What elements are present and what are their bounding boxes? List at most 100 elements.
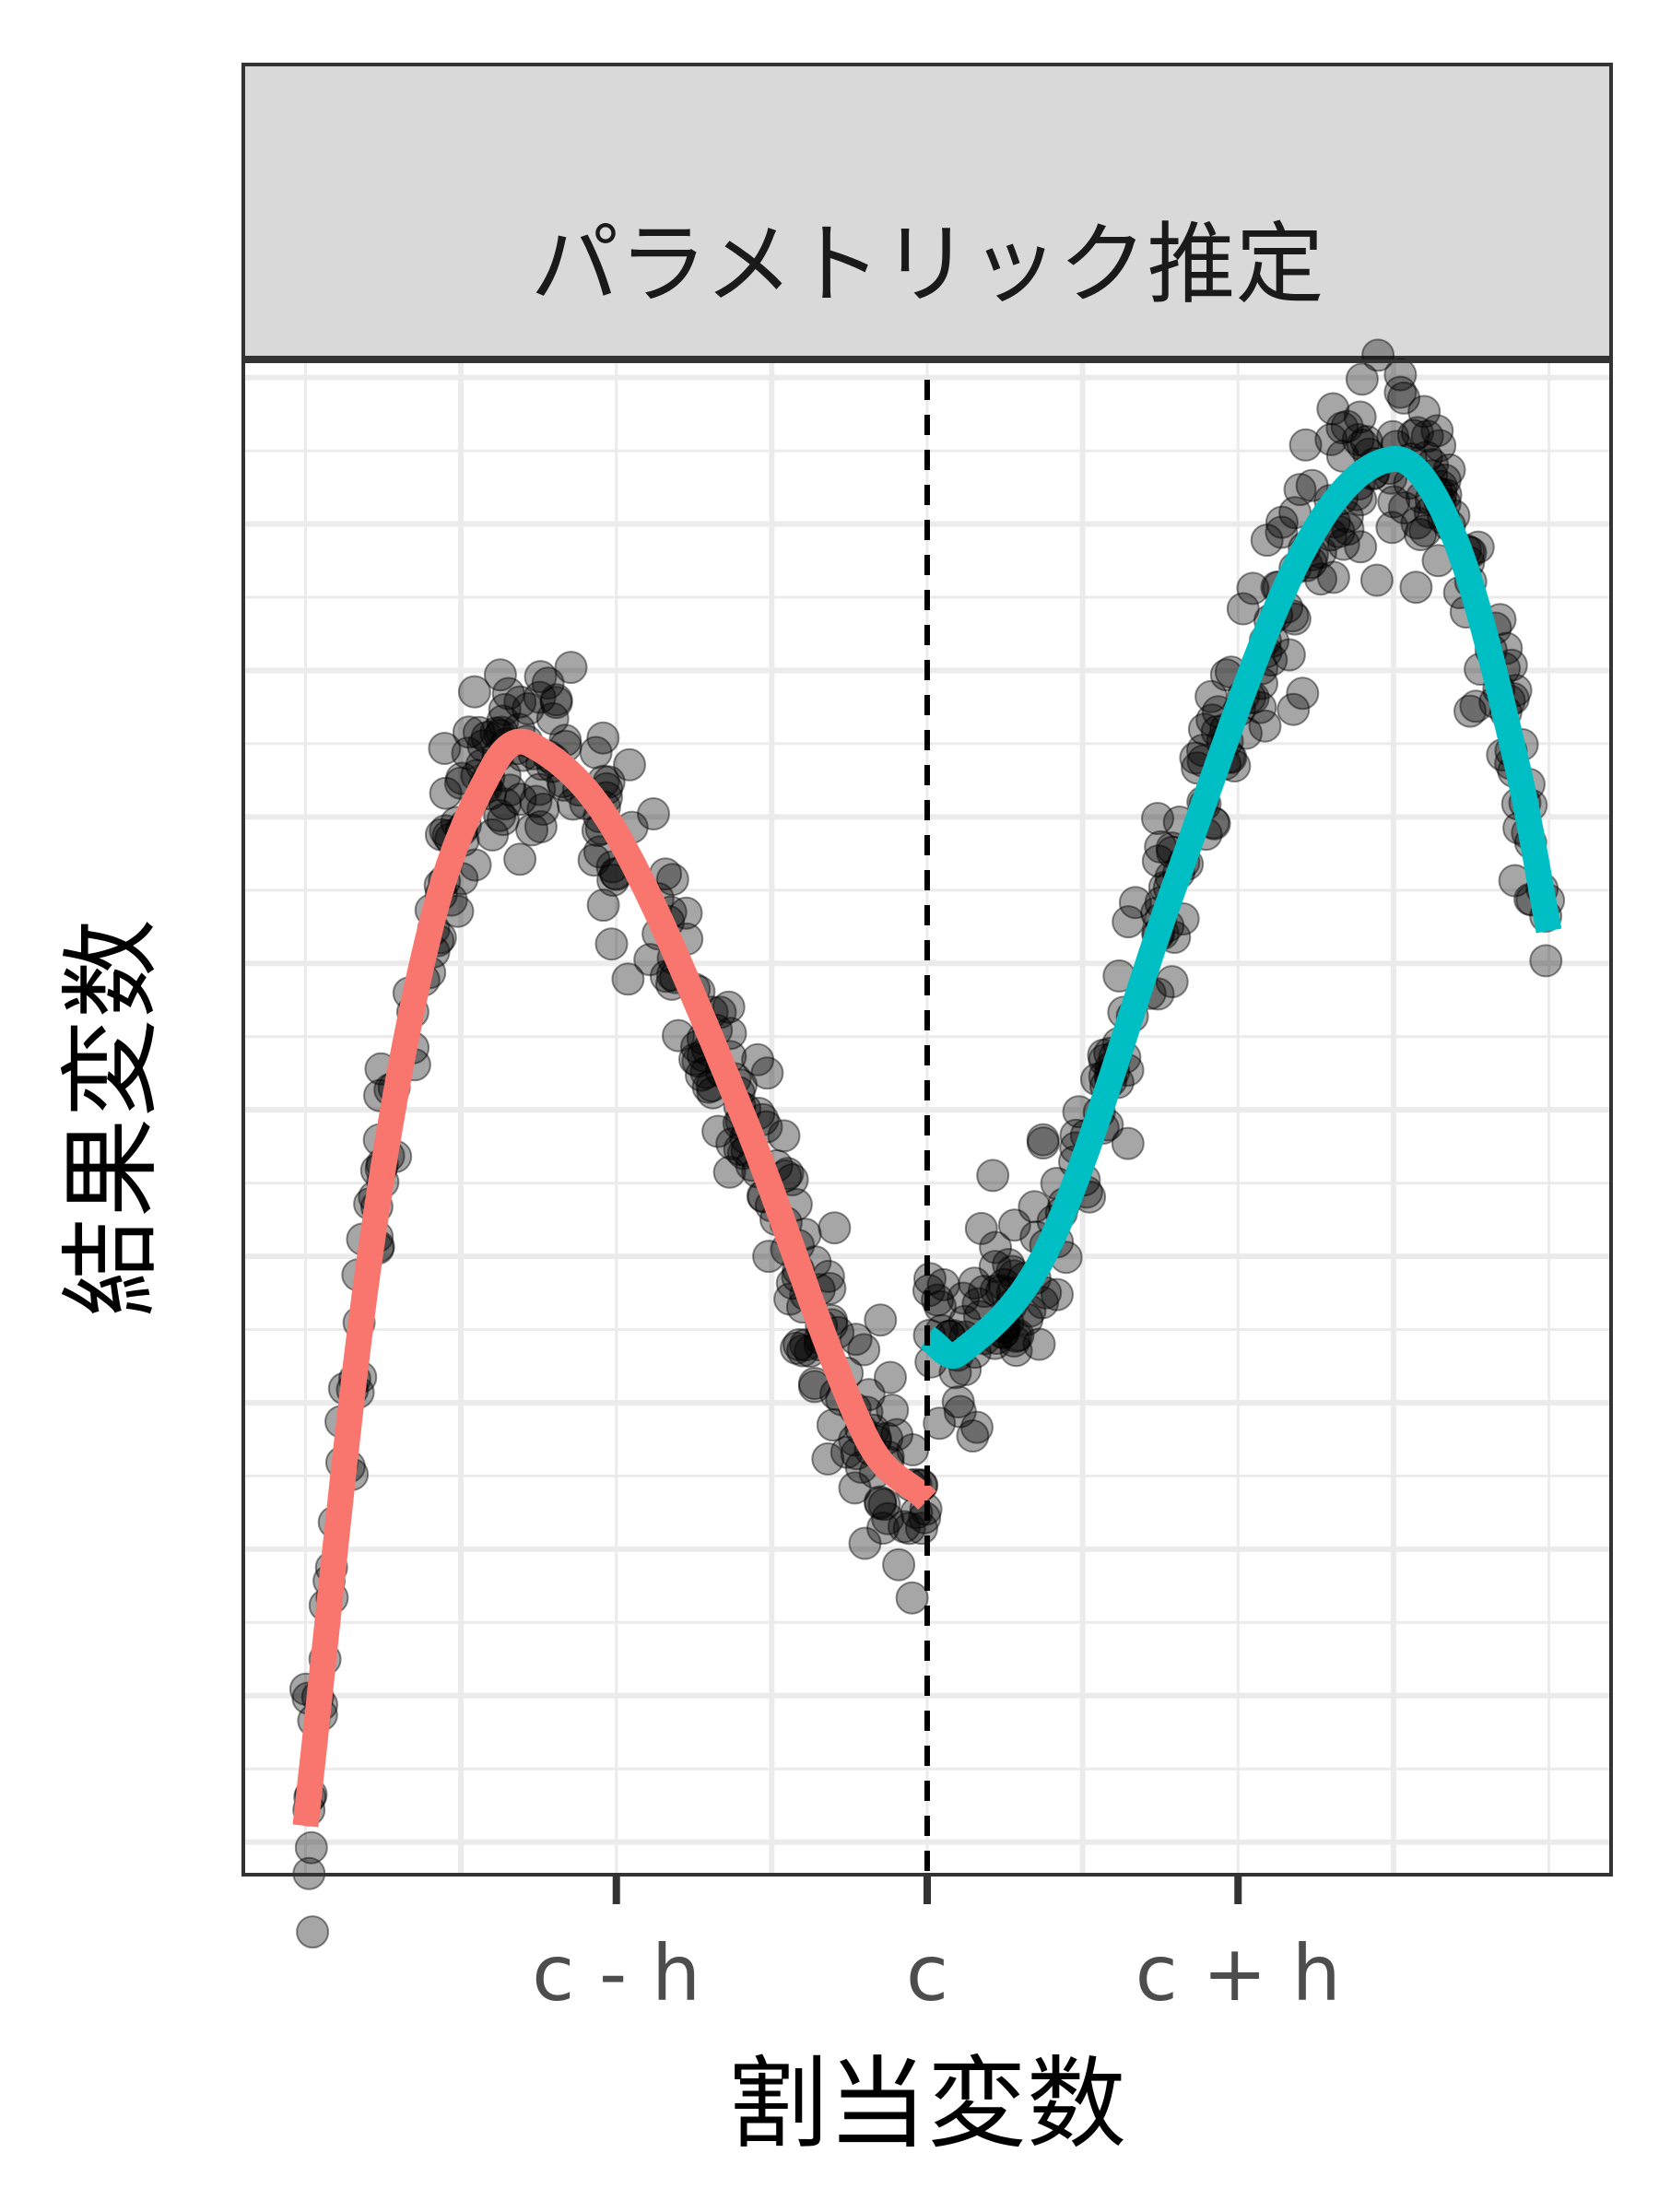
data-point — [503, 842, 537, 877]
data-point — [1304, 562, 1337, 596]
data-point — [997, 1324, 1031, 1358]
data-point — [1272, 638, 1306, 672]
data-point — [874, 1360, 907, 1394]
data-point — [523, 680, 557, 714]
data-point — [579, 735, 613, 770]
data-point — [882, 1547, 916, 1582]
data-point — [1387, 491, 1421, 524]
data-point — [839, 1323, 873, 1357]
data-point — [978, 1250, 1012, 1284]
data-point — [462, 715, 496, 749]
data-point — [767, 1119, 801, 1153]
data-point — [866, 1512, 900, 1545]
plot-panel — [241, 338, 1613, 1949]
data-point — [1432, 453, 1466, 487]
data-point — [519, 784, 553, 818]
data-point — [1344, 530, 1378, 564]
data-point — [967, 1275, 1001, 1309]
data-point — [488, 692, 522, 726]
data-point — [1325, 411, 1359, 445]
data-point — [294, 1830, 328, 1865]
fit-curve-right — [917, 445, 1562, 1370]
data-point — [1407, 394, 1441, 429]
data-point — [554, 651, 588, 685]
data-point — [1326, 527, 1360, 561]
data-point — [780, 1331, 813, 1365]
data-point — [848, 1526, 882, 1560]
facet-strip-box — [241, 63, 1613, 359]
x-tick-label: c — [906, 1928, 948, 2018]
data-point — [476, 818, 510, 852]
data-point — [1420, 414, 1454, 448]
data-point — [864, 1303, 898, 1337]
data-point — [594, 927, 629, 961]
x-axis: c - h c c + h — [532, 1875, 1341, 2018]
data-point — [880, 1418, 914, 1452]
data-point — [637, 797, 670, 830]
y-axis-title: 結果変数 — [54, 919, 170, 1317]
data-point — [1314, 422, 1348, 456]
data-point — [1248, 709, 1282, 743]
data-point — [838, 1471, 872, 1505]
data-point — [483, 658, 517, 692]
data-point — [1288, 428, 1323, 462]
data-point — [1316, 560, 1350, 594]
data-point — [943, 1394, 977, 1429]
data-point — [539, 686, 573, 720]
data-point — [864, 1487, 898, 1521]
data-point — [1410, 419, 1444, 453]
data-point — [964, 1211, 998, 1245]
data-point — [956, 1419, 990, 1453]
data-point — [847, 1333, 881, 1367]
data-point — [1277, 692, 1311, 726]
data-point — [1026, 1123, 1060, 1157]
data-point — [1295, 468, 1329, 502]
data-point — [1236, 571, 1270, 606]
data-point — [452, 715, 486, 749]
data-point — [524, 810, 558, 843]
data-point — [958, 1266, 992, 1300]
data-point — [611, 962, 645, 996]
data-point — [947, 1281, 981, 1315]
data-point — [1529, 944, 1563, 978]
data-point — [867, 1488, 901, 1522]
data-point — [941, 1385, 975, 1418]
data-point — [526, 793, 560, 826]
data-point — [979, 1230, 1013, 1265]
data-point — [429, 776, 463, 810]
data-point — [887, 1510, 921, 1544]
data-point — [750, 1056, 784, 1090]
data-point — [992, 1248, 1026, 1281]
data-point — [586, 721, 620, 755]
data-point — [1331, 512, 1365, 547]
data-point — [1141, 802, 1174, 835]
fit-curve-left — [292, 728, 937, 1828]
data-point — [1345, 362, 1379, 396]
data-point — [531, 666, 565, 700]
data-point — [515, 813, 549, 847]
data-point — [539, 683, 573, 717]
data-point — [712, 990, 746, 1024]
data-point — [1383, 358, 1418, 392]
data-point — [926, 1267, 960, 1301]
data-point — [577, 843, 611, 877]
data-point — [960, 1410, 994, 1444]
data-point — [486, 803, 520, 837]
data-point — [1001, 1318, 1035, 1352]
data-point — [1375, 511, 1409, 545]
data-point — [1359, 563, 1394, 597]
facet-strip-label: パラメトリック推定 — [530, 213, 1324, 316]
data-point — [523, 772, 557, 806]
data-point — [1400, 416, 1434, 450]
data-point — [296, 1915, 330, 1949]
data-point — [524, 660, 558, 694]
data-point — [1194, 679, 1229, 713]
data-point — [457, 675, 491, 709]
data-point — [1404, 518, 1438, 551]
x-tick-label: c - h — [532, 1928, 700, 2018]
x-tick-label: c + h — [1135, 1928, 1341, 2018]
data-point — [1265, 515, 1299, 549]
data-point — [428, 732, 462, 765]
data-point — [1453, 694, 1487, 728]
